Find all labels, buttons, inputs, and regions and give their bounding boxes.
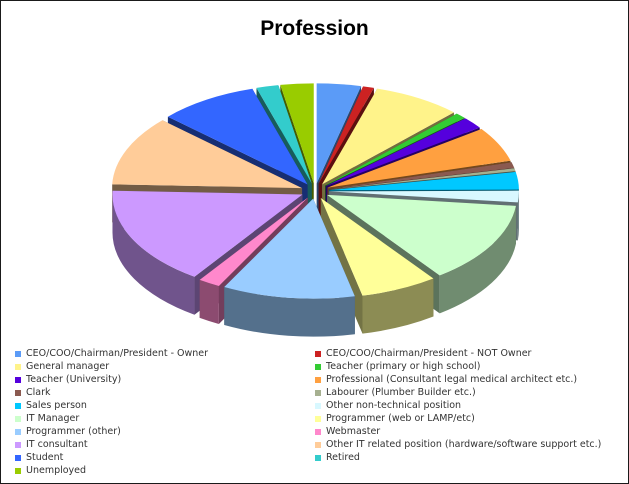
legend-label: Unemployed xyxy=(26,465,87,476)
legend-item: General manager xyxy=(15,360,315,373)
legend-swatch xyxy=(315,454,321,461)
legend-swatch xyxy=(315,415,321,422)
legend-swatch xyxy=(15,467,21,474)
pie-slice-top xyxy=(318,86,374,184)
legend-item: Clark xyxy=(15,386,315,399)
pie-slice-top xyxy=(167,88,308,185)
legend-label: CEO/COO/Chairman/President - NOT Owner xyxy=(326,348,532,359)
legend-label: Labourer (Plumber Builder etc.) xyxy=(326,387,476,398)
legend-label: Teacher (University) xyxy=(26,374,122,385)
pie-slice-top xyxy=(328,162,515,190)
legend-item: CEO/COO/Chairman/President - Owner xyxy=(15,347,315,360)
legend-label: Sales person xyxy=(26,400,87,411)
legend-swatch xyxy=(315,376,321,383)
legend-item: Sales person xyxy=(15,399,315,412)
legend-label: Other non-technical position xyxy=(326,400,462,411)
legend-item: IT consultant xyxy=(15,438,315,451)
pie-slice-top xyxy=(328,190,519,203)
legend-label: Programmer (web or LAMP/etc) xyxy=(326,413,475,424)
legend-item: Professional (Consultant legal medical a… xyxy=(315,373,615,386)
legend-item: Retired xyxy=(315,451,615,464)
legend-label: Other IT related position (hardware/soft… xyxy=(326,439,602,450)
legend-swatch xyxy=(15,428,21,435)
legend-swatch xyxy=(315,350,321,357)
legend: CEO/COO/Chairman/President - Owner CEO/CO… xyxy=(15,347,615,477)
pie-slice-top xyxy=(327,194,516,276)
legend-item: IT Manager xyxy=(15,412,315,425)
pie-slice-top xyxy=(112,120,303,189)
pie-slice-wall xyxy=(362,278,434,334)
legend-swatch xyxy=(15,363,21,370)
pie-slice-top xyxy=(328,171,519,191)
pie-slice-top xyxy=(112,190,303,277)
legend-label: IT consultant xyxy=(26,439,88,450)
legend-swatch xyxy=(15,441,21,448)
pie-slice-top xyxy=(199,197,308,286)
legend-swatch xyxy=(15,350,21,357)
legend-label: Clark xyxy=(26,387,51,398)
legend-label: Retired xyxy=(326,452,360,463)
legend-swatch xyxy=(315,441,321,448)
legend-label: General manager xyxy=(26,361,110,372)
legend-label: Programmer (other) xyxy=(26,426,121,437)
pie-slice-wall xyxy=(439,205,516,314)
legend-label: IT Manager xyxy=(26,413,80,424)
pie-slice-wall xyxy=(224,287,355,337)
pie-slice-top xyxy=(328,168,516,190)
pie-slice-top xyxy=(327,128,511,188)
legend-swatch xyxy=(15,376,21,383)
legend-swatch xyxy=(315,428,321,435)
pie-slice-wall xyxy=(517,191,519,241)
pie-slice-top xyxy=(316,83,362,184)
legend-swatch xyxy=(315,402,321,409)
pie-slice-top xyxy=(325,118,480,187)
legend-label: Student xyxy=(26,452,64,463)
pie-chart xyxy=(112,83,519,337)
legend-item: Unemployed xyxy=(15,464,315,477)
legend-item: Labourer (Plumber Builder etc.) xyxy=(315,386,615,399)
legend-swatch xyxy=(15,389,21,396)
legend-swatch xyxy=(15,415,21,422)
pie-slice-top xyxy=(224,198,355,299)
pie-slice-top xyxy=(325,113,465,186)
legend-swatch xyxy=(315,389,321,396)
legend-label: Webmaster xyxy=(326,426,381,437)
pie-slice-wall xyxy=(112,194,195,315)
legend-item: Webmaster xyxy=(315,425,615,438)
legend-swatch xyxy=(315,363,321,370)
pie-slice-top xyxy=(256,85,312,184)
legend-swatch xyxy=(15,402,21,409)
legend-item: Teacher (primary or high school) xyxy=(315,360,615,373)
legend-item: Other non-technical position xyxy=(315,399,615,412)
legend-item: Other IT related position (hardware/soft… xyxy=(315,438,615,451)
legend-item: CEO/COO/Chairman/President - NOT Owner xyxy=(315,347,615,360)
legend-item: Student xyxy=(15,451,315,464)
pie-slice-wall xyxy=(199,279,219,324)
legend-item: Programmer (web or LAMP/etc) xyxy=(315,412,615,425)
legend-label: CEO/COO/Chairman/President - Owner xyxy=(26,348,209,359)
pie-slice-top xyxy=(322,88,454,185)
legend-item: Teacher (University) xyxy=(15,373,315,386)
pie-slice xyxy=(224,198,355,337)
pie-slice-top xyxy=(280,83,314,184)
legend-swatch xyxy=(15,454,21,461)
legend-label: Professional (Consultant legal medical a… xyxy=(326,374,578,385)
legend-item: Programmer (other) xyxy=(15,425,315,438)
pie-slice-top xyxy=(320,198,434,296)
chart-title: Profession xyxy=(260,17,369,40)
legend-label: Teacher (primary or high school) xyxy=(326,361,481,372)
